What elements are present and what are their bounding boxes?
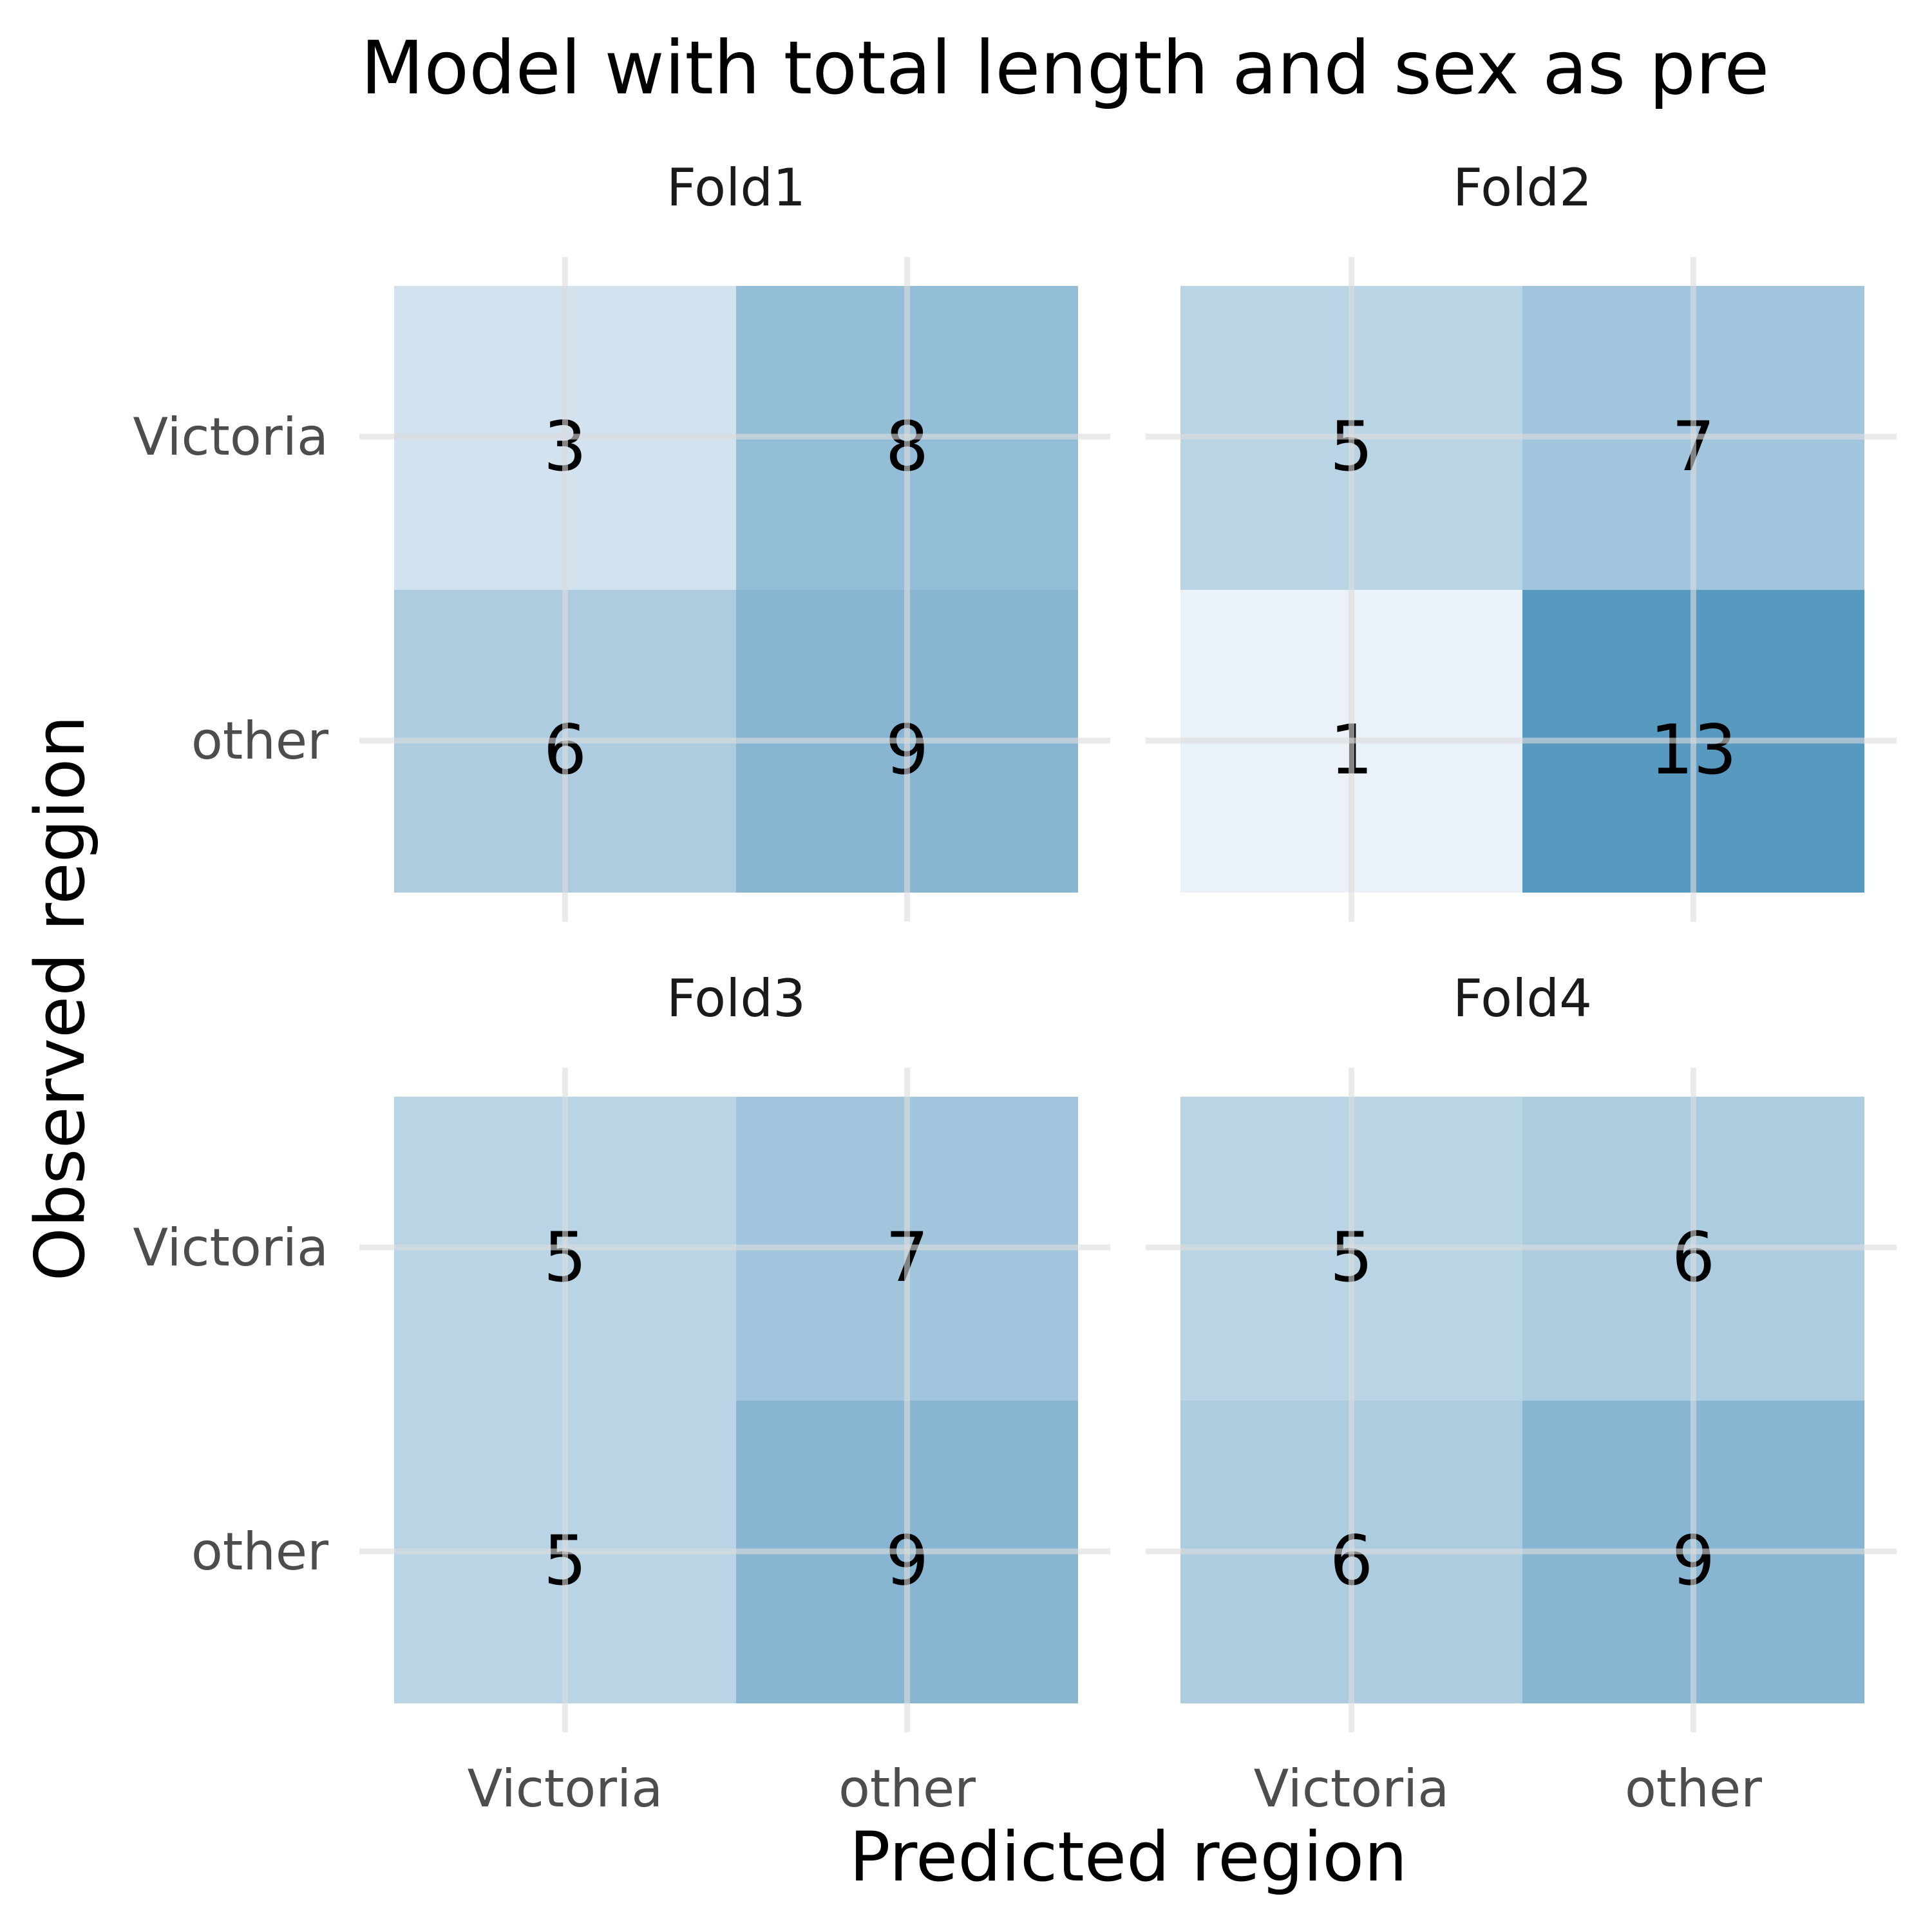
y-axis-title: Observed region xyxy=(21,715,100,1282)
facet-strip-label: Fold2 xyxy=(1453,158,1592,218)
y-tick-label: other xyxy=(191,1522,328,1582)
panel-fold4: Fold45669Victoriaother xyxy=(1146,969,1897,1819)
y-tick-label: Victoria xyxy=(133,407,328,467)
panel-fold3: Fold35759VictoriaotherVictoriaother xyxy=(133,969,1110,1819)
facet-strip-label: Fold4 xyxy=(1453,969,1592,1028)
facet-strip-label: Fold3 xyxy=(667,969,806,1028)
x-tick-label: Victoria xyxy=(1254,1759,1450,1819)
x-tick-label: Victoria xyxy=(468,1759,663,1819)
chart-title: Model with total length and sex as pre xyxy=(361,25,1769,111)
y-tick-label: other xyxy=(191,711,328,771)
y-tick-label: Victoria xyxy=(133,1218,328,1278)
facet-panels: Fold13869VictoriaotherFold257113Fold3575… xyxy=(133,158,1897,1819)
panel-fold2: Fold257113 xyxy=(1146,158,1897,922)
x-tick-label: other xyxy=(1625,1759,1762,1819)
x-axis-title: Predicted region xyxy=(849,1817,1408,1897)
panel-fold1: Fold13869Victoriaother xyxy=(133,158,1110,922)
facet-strip-label: Fold1 xyxy=(667,158,806,218)
x-tick-label: other xyxy=(838,1759,976,1819)
